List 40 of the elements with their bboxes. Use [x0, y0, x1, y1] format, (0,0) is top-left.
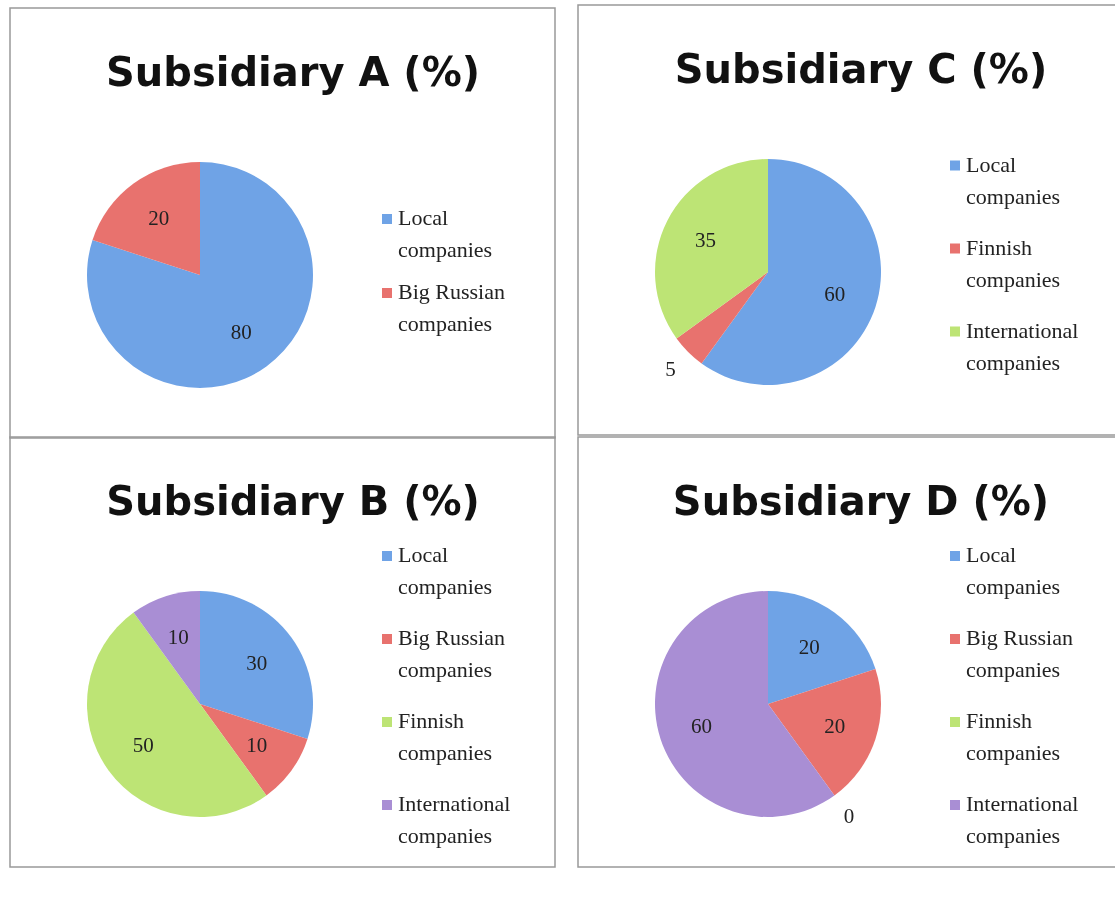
legend-label: Local companies: [398, 542, 493, 599]
chart-title: Subsidiary D (%): [672, 478, 1050, 524]
legend-label: Big Russian companies: [398, 625, 505, 682]
data-label: 60: [690, 713, 712, 738]
data-label: 5: [665, 357, 676, 382]
data-label: 50: [132, 733, 154, 758]
data-label: 10: [246, 733, 268, 758]
legend-label: Finnish companies: [398, 708, 493, 765]
data-label: 30: [246, 650, 268, 675]
pie-slice: [92, 162, 200, 275]
pie-slice: [87, 612, 267, 817]
legend-label: Local companies: [966, 542, 1061, 599]
legend-label: Big Russian companies: [966, 625, 1073, 682]
data-label: 20: [148, 206, 170, 231]
pie-slice: [133, 591, 200, 704]
legend-label: International companies: [966, 317, 1079, 375]
legend-label: Finnish companies: [966, 708, 1061, 765]
chart-title: Subsidiary C (%): [674, 46, 1048, 92]
data-label: 10: [167, 625, 189, 650]
text: 0: [843, 803, 855, 828]
legend-label: Finnish companies: [966, 234, 1061, 292]
data-label: 35: [695, 228, 717, 253]
data-label: 80: [230, 319, 252, 344]
legend-label: International companies: [398, 791, 511, 848]
pie-slice: [768, 669, 881, 796]
chart-title: Subsidiary A (%): [105, 49, 481, 95]
pie-slice: [200, 591, 313, 739]
chart-title: Subsidiary B (%): [106, 478, 480, 524]
data-label: 60: [824, 281, 846, 306]
data-label: 20: [798, 635, 820, 660]
legend-label: International companies: [966, 791, 1079, 848]
legend-label: Local companies: [966, 151, 1061, 209]
pie-slice: [655, 159, 768, 339]
legend-label: Big Russian companies: [398, 279, 505, 336]
pie-slice: [200, 704, 308, 796]
data-label: 20: [824, 713, 846, 738]
pie-slice: [87, 162, 313, 388]
pie-slice: [676, 272, 768, 364]
legend-label: Local companies: [398, 205, 493, 262]
pie-slice: [768, 591, 876, 704]
